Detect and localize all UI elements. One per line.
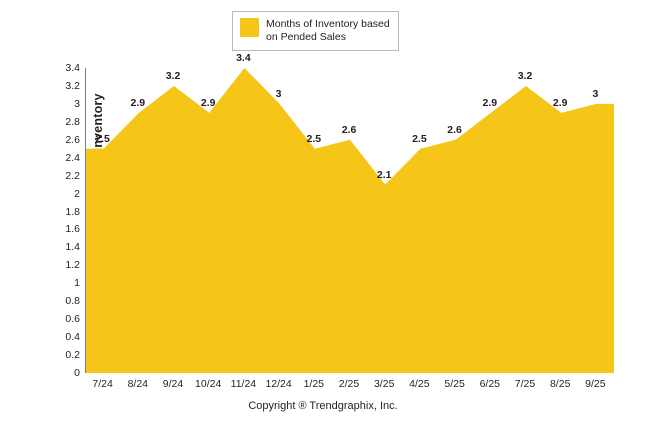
- y-axis-tick-label: 0.6: [65, 313, 80, 326]
- y-axis-tick-label: 0: [74, 367, 80, 379]
- x-axis-tick-label: 7/24: [92, 378, 113, 390]
- y-axis-tick-label: 0.4: [65, 331, 80, 344]
- y-axis-tick-label: 2.8: [65, 115, 80, 128]
- x-axis-tick-label: 2/25: [338, 378, 360, 390]
- area-series-shape: [86, 68, 614, 373]
- y-axis-tick-label: 1.2: [65, 259, 80, 272]
- legend-item-label: Months of Inventory based on Pended Sale…: [266, 18, 390, 43]
- x-axis-tick-label: 3/25: [373, 378, 395, 390]
- x-axis-tick-label: 6/25: [479, 378, 501, 390]
- y-axis-tick-label: 0.8: [65, 295, 80, 308]
- x-axis-tick-label: 12/24: [265, 378, 292, 390]
- y-axis-tick-label: 1.6: [65, 223, 80, 236]
- copyright-notice: Copyright ® Trendgraphix, Inc.: [248, 400, 398, 412]
- y-axis-tick-label: 3.2: [65, 79, 80, 92]
- y-axis-tick-label: 0.2: [65, 349, 80, 362]
- x-axis-tick-label: 5/25: [444, 378, 465, 390]
- x-axis-tick-label: 8/25: [549, 378, 571, 390]
- data-point-label: 3.4: [236, 52, 251, 64]
- x-axis-tick-label: 8/24: [127, 378, 149, 390]
- y-axis-tick-label: 2.4: [65, 151, 80, 164]
- x-axis-tick-label: 11/24: [230, 378, 257, 390]
- y-axis-tick-label: 1.4: [65, 241, 80, 254]
- x-axis-tick-label: 4/25: [409, 378, 430, 390]
- y-axis-tick-labels: 0 0.2 0.4 0.6 0.8 1 1.2 1.4 1.6 1.8 2 2.2 2.4 2.6 2.8 3…: [36, 62, 80, 379]
- y-axis-tick-label: 1.8: [65, 205, 80, 218]
- x-axis-tick-labels: 7/24 8/24 9/24 10/24 11/24 12/24 1/25 2/25 3/25 4…: [85, 378, 613, 394]
- x-axis-tick-label: 9/24: [162, 378, 184, 390]
- area-series-svg: [86, 68, 614, 373]
- y-axis-tick-label: 2.6: [65, 133, 80, 146]
- y-axis-tick-label: 3: [74, 97, 80, 110]
- x-axis-tick-label: 1/25: [303, 378, 325, 390]
- chart-legend: Months of Inventory based on Pended Sale…: [232, 11, 399, 51]
- legend-color-swatch: [240, 18, 259, 37]
- y-axis-tick-label: 2.2: [65, 169, 80, 182]
- y-axis-tick-label: 2: [74, 187, 80, 200]
- y-axis-tick-label: 3.4: [65, 62, 80, 74]
- x-axis-tick-label: 7/25: [514, 378, 536, 390]
- y-axis-tick-label: 1: [74, 277, 80, 290]
- x-axis-tick-label: 9/25: [585, 378, 606, 390]
- x-axis-tick-label: 10/24: [195, 378, 222, 390]
- plot-area: [85, 68, 614, 373]
